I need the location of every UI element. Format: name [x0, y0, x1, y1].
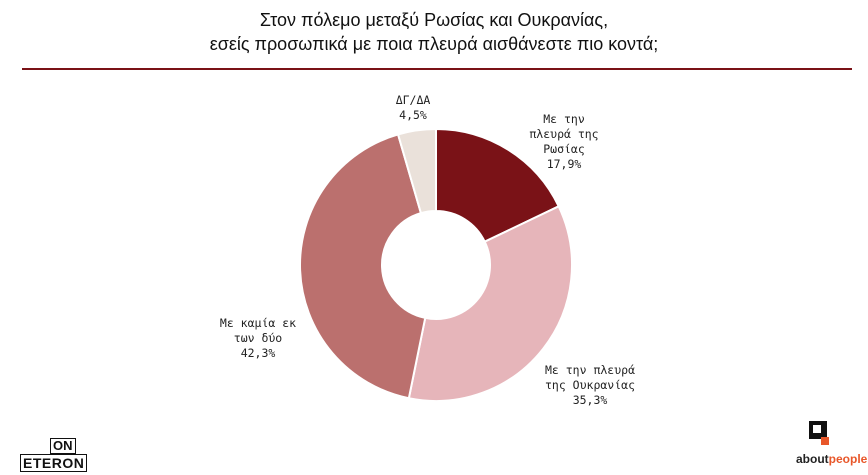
title-divider	[22, 68, 852, 70]
chart-title-line-1: Στον πόλεμο μεταξύ Ρωσίας και Ουκρανίας,	[259, 10, 609, 30]
slice-value-label-3: 42,3%	[241, 346, 276, 360]
slice-category-label-1: πλευρά της	[529, 127, 598, 141]
slice-category-label-3: Με καμία εκ	[220, 316, 296, 330]
aboutpeople-wordmark: aboutpeople	[796, 452, 867, 466]
aboutpeople-wordmark-about: about	[796, 452, 829, 466]
donut-slice-3	[299, 133, 427, 400]
aboutpeople-wordmark-people: people	[828, 452, 868, 466]
chart-title: Στον πόλεμο μεταξύ Ρωσίας και Ουκρανίας,…	[0, 8, 868, 56]
slice-category-label-4: ΔΓ/ΔΑ	[396, 93, 431, 107]
on-eteron-logo-eteron: ETERON	[20, 454, 88, 472]
slice-category-label-3: των δύο	[234, 331, 283, 345]
slice-value-label-1: 17,9%	[547, 157, 582, 171]
slice-category-label-1: Με την	[543, 112, 585, 126]
donut-slice-4	[396, 127, 437, 215]
slice-category-label-1: Ρωσίας	[543, 142, 585, 156]
aboutpeople-logo: aboutpeople	[796, 418, 867, 468]
slice-value-label-4: 4,5%	[399, 108, 427, 122]
on-eteron-logo-on: ON	[50, 438, 76, 454]
aboutpeople-mark-icon	[809, 421, 829, 445]
donut-slice-2	[407, 204, 573, 402]
slice-value-label-2: 35,3%	[573, 393, 608, 407]
slice-category-label-2: της Ουκρανίας	[545, 378, 635, 392]
chart-title-line-2: εσείς προσωπικά με ποια πλευρά αισθάνεστ…	[209, 34, 659, 54]
slice-category-label-2: Με την πλευρά	[545, 363, 635, 377]
donut-slice-1	[435, 127, 561, 244]
